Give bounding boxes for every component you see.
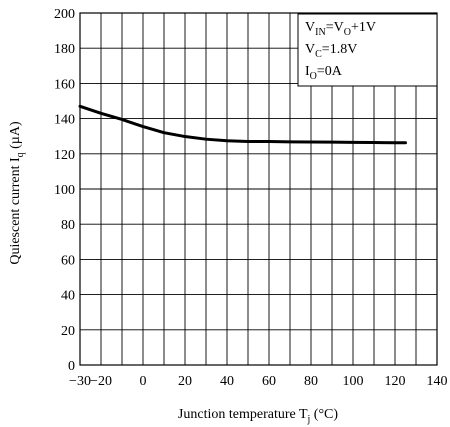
x-tick-label: 40 — [220, 374, 234, 389]
series-line — [78, 104, 407, 145]
y-tick-label: 180 — [54, 42, 75, 57]
x-tick-labels: −30 −20 0 20 40 60 80 100 120 140 — [69, 374, 447, 389]
x-tick-label: −30 — [69, 374, 91, 389]
y-tick-labels: 0 20 40 60 80 100 120 140 160 180 200 — [54, 7, 75, 374]
condition-io: IO=0A — [305, 64, 343, 82]
plot-frame — [79, 12, 438, 366]
y-tick-label: 100 — [54, 183, 75, 198]
x-axis-label: Junction temperature Tj (°C) — [178, 407, 338, 425]
y-tick-label: 160 — [54, 77, 75, 92]
y-tick-label: 80 — [61, 218, 75, 233]
y-axis-label: Quiescent current Iq (µA) — [8, 121, 26, 265]
x-tick-label: 100 — [343, 374, 364, 389]
conditions-box — [297, 13, 438, 87]
x-tick-label: −20 — [90, 374, 112, 389]
x-tick-label: 20 — [178, 374, 192, 389]
x-tick-label: 80 — [304, 374, 318, 389]
x-tick-label: 60 — [262, 374, 276, 389]
condition-vc: VC=1.8V — [305, 42, 357, 60]
x-tick-label: 140 — [427, 374, 448, 389]
x-tick-label: 120 — [385, 374, 406, 389]
y-tick-label: 20 — [61, 324, 75, 339]
x-tick-label: 0 — [140, 374, 147, 389]
y-tick-label: 40 — [61, 289, 75, 304]
y-tick-label: 0 — [68, 359, 75, 374]
condition-vin: VIN=VO+1V — [305, 20, 376, 38]
y-tick-label: 60 — [61, 253, 75, 268]
y-tick-label: 140 — [54, 113, 75, 128]
y-tick-label: 200 — [54, 7, 75, 22]
y-tick-label: 120 — [54, 148, 75, 163]
